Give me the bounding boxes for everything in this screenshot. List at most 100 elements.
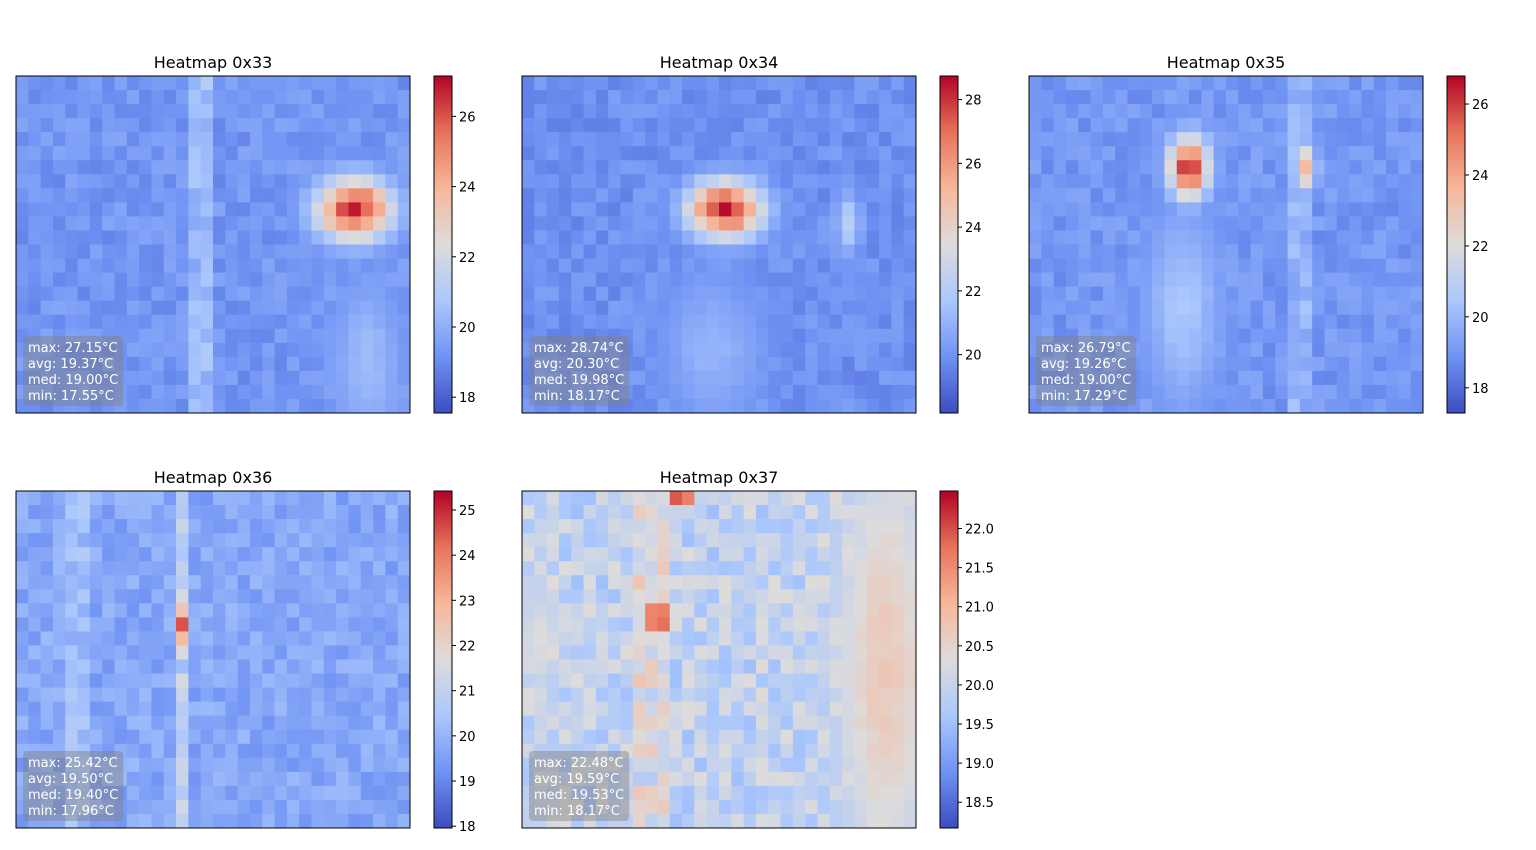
colorbar-segment <box>940 589 958 593</box>
heatmap-cell <box>188 90 202 105</box>
heatmap-cell <box>1373 272 1387 288</box>
colorbar-segment <box>434 521 452 526</box>
heatmap-cell <box>768 491 782 506</box>
heatmap-cell <box>52 174 66 189</box>
heatmap-cell <box>336 785 349 801</box>
heatmap-cell <box>706 659 720 675</box>
heatmap-cell <box>1201 104 1215 119</box>
heatmap-cell <box>792 384 806 400</box>
heatmap-cell <box>854 491 868 506</box>
heatmap-cell <box>225 328 239 344</box>
heatmap-cell <box>139 272 152 288</box>
heatmap-cell <box>1386 230 1399 245</box>
heatmap-cell <box>571 398 585 414</box>
colorbar-segment <box>434 202 452 206</box>
heatmap-cell <box>1139 398 1153 414</box>
heatmap-cell <box>546 258 560 274</box>
heatmap-cell <box>163 286 177 302</box>
heatmap-cell <box>336 76 349 91</box>
heatmap-cell <box>1029 370 1042 386</box>
heatmap-cell <box>1250 118 1264 133</box>
heatmap-cell <box>534 799 548 815</box>
heatmap-cell <box>632 533 646 548</box>
heatmap-cell <box>1115 356 1128 372</box>
heatmap-cell <box>28 687 42 703</box>
heatmap-cell <box>65 118 79 133</box>
heatmap-cell <box>1164 258 1178 274</box>
heatmap-cell <box>558 687 572 703</box>
heatmap-cell <box>1053 146 1067 161</box>
heatmap-cell <box>176 104 189 119</box>
colorbar-segment <box>434 715 452 719</box>
heatmap-cell <box>163 575 177 590</box>
heatmap-cell <box>891 356 905 372</box>
heatmap-cell <box>213 272 226 288</box>
colorbar-segment <box>434 300 452 304</box>
heatmap-cell <box>1410 314 1424 330</box>
heatmap-cell <box>151 398 165 414</box>
colorbar-segment <box>434 182 452 187</box>
heatmap-cell <box>558 216 572 231</box>
colorbar-segment <box>434 822 452 826</box>
heatmap-cell <box>16 729 29 745</box>
heatmap-cell <box>731 603 745 618</box>
heatmap-cell <box>1090 216 1104 231</box>
heatmap-cell <box>546 202 560 217</box>
heatmap-cell <box>16 90 29 105</box>
colorbar-segment <box>434 84 452 88</box>
heatmap-cell <box>571 603 585 618</box>
heatmap-cell <box>891 645 905 660</box>
heatmap-cell <box>299 575 312 590</box>
heatmap-cell <box>731 342 745 358</box>
colorbar-segment <box>1447 289 1465 293</box>
heatmap-cell <box>571 160 585 175</box>
heatmap-cell <box>669 160 683 175</box>
heatmap-cell <box>817 491 831 506</box>
heatmap-cell <box>262 258 276 274</box>
heatmap-cell <box>1189 328 1202 344</box>
heatmap-cell <box>817 314 831 330</box>
heatmap-cell <box>65 505 79 520</box>
heatmap-cell <box>694 258 708 274</box>
heatmap-cell <box>731 384 745 400</box>
heatmap-cell <box>755 398 769 414</box>
heatmap-cell <box>1127 244 1141 260</box>
heatmap-cell <box>1090 160 1104 175</box>
heatmap-cell <box>657 244 671 260</box>
heatmap-cell <box>792 132 806 147</box>
colorbar-segment <box>940 236 958 240</box>
heatmap-cell <box>1361 258 1375 274</box>
heatmap-cell <box>65 244 79 260</box>
heatmap-cell <box>1238 286 1252 302</box>
heatmap-cell <box>163 743 177 759</box>
heatmap-cell <box>176 659 189 675</box>
heatmap-cell <box>903 314 917 330</box>
heatmap-cell <box>854 729 868 745</box>
heatmap-cell <box>385 785 399 801</box>
heatmap-cell <box>1275 132 1289 147</box>
heatmap-cell <box>65 202 79 217</box>
heatmap-cell <box>311 174 325 189</box>
heatmap-cell <box>1312 216 1325 231</box>
heatmap-cell <box>1238 202 1252 217</box>
heatmap-cell <box>77 370 91 386</box>
heatmap-cell <box>200 286 214 302</box>
heatmap-cell <box>891 132 905 147</box>
heatmap-cell <box>682 146 695 161</box>
heatmap-cell <box>385 146 399 161</box>
heatmap-cell <box>139 547 152 562</box>
colorbar-segment <box>940 766 958 770</box>
heatmap-cell <box>719 729 732 745</box>
heatmap-cell <box>854 328 868 344</box>
heatmap-cell <box>645 342 658 358</box>
heatmap-cell <box>1324 370 1338 386</box>
heatmap-cell <box>28 118 42 133</box>
colorbar-segment <box>1447 244 1465 248</box>
heatmap-cell <box>719 785 732 801</box>
heatmap-cell <box>620 258 634 274</box>
heatmap-cell <box>669 384 683 400</box>
heatmap-cell <box>842 174 855 189</box>
heatmap-cell <box>620 785 634 801</box>
heatmap-cell <box>16 314 29 330</box>
colorbar-segment <box>940 376 958 380</box>
